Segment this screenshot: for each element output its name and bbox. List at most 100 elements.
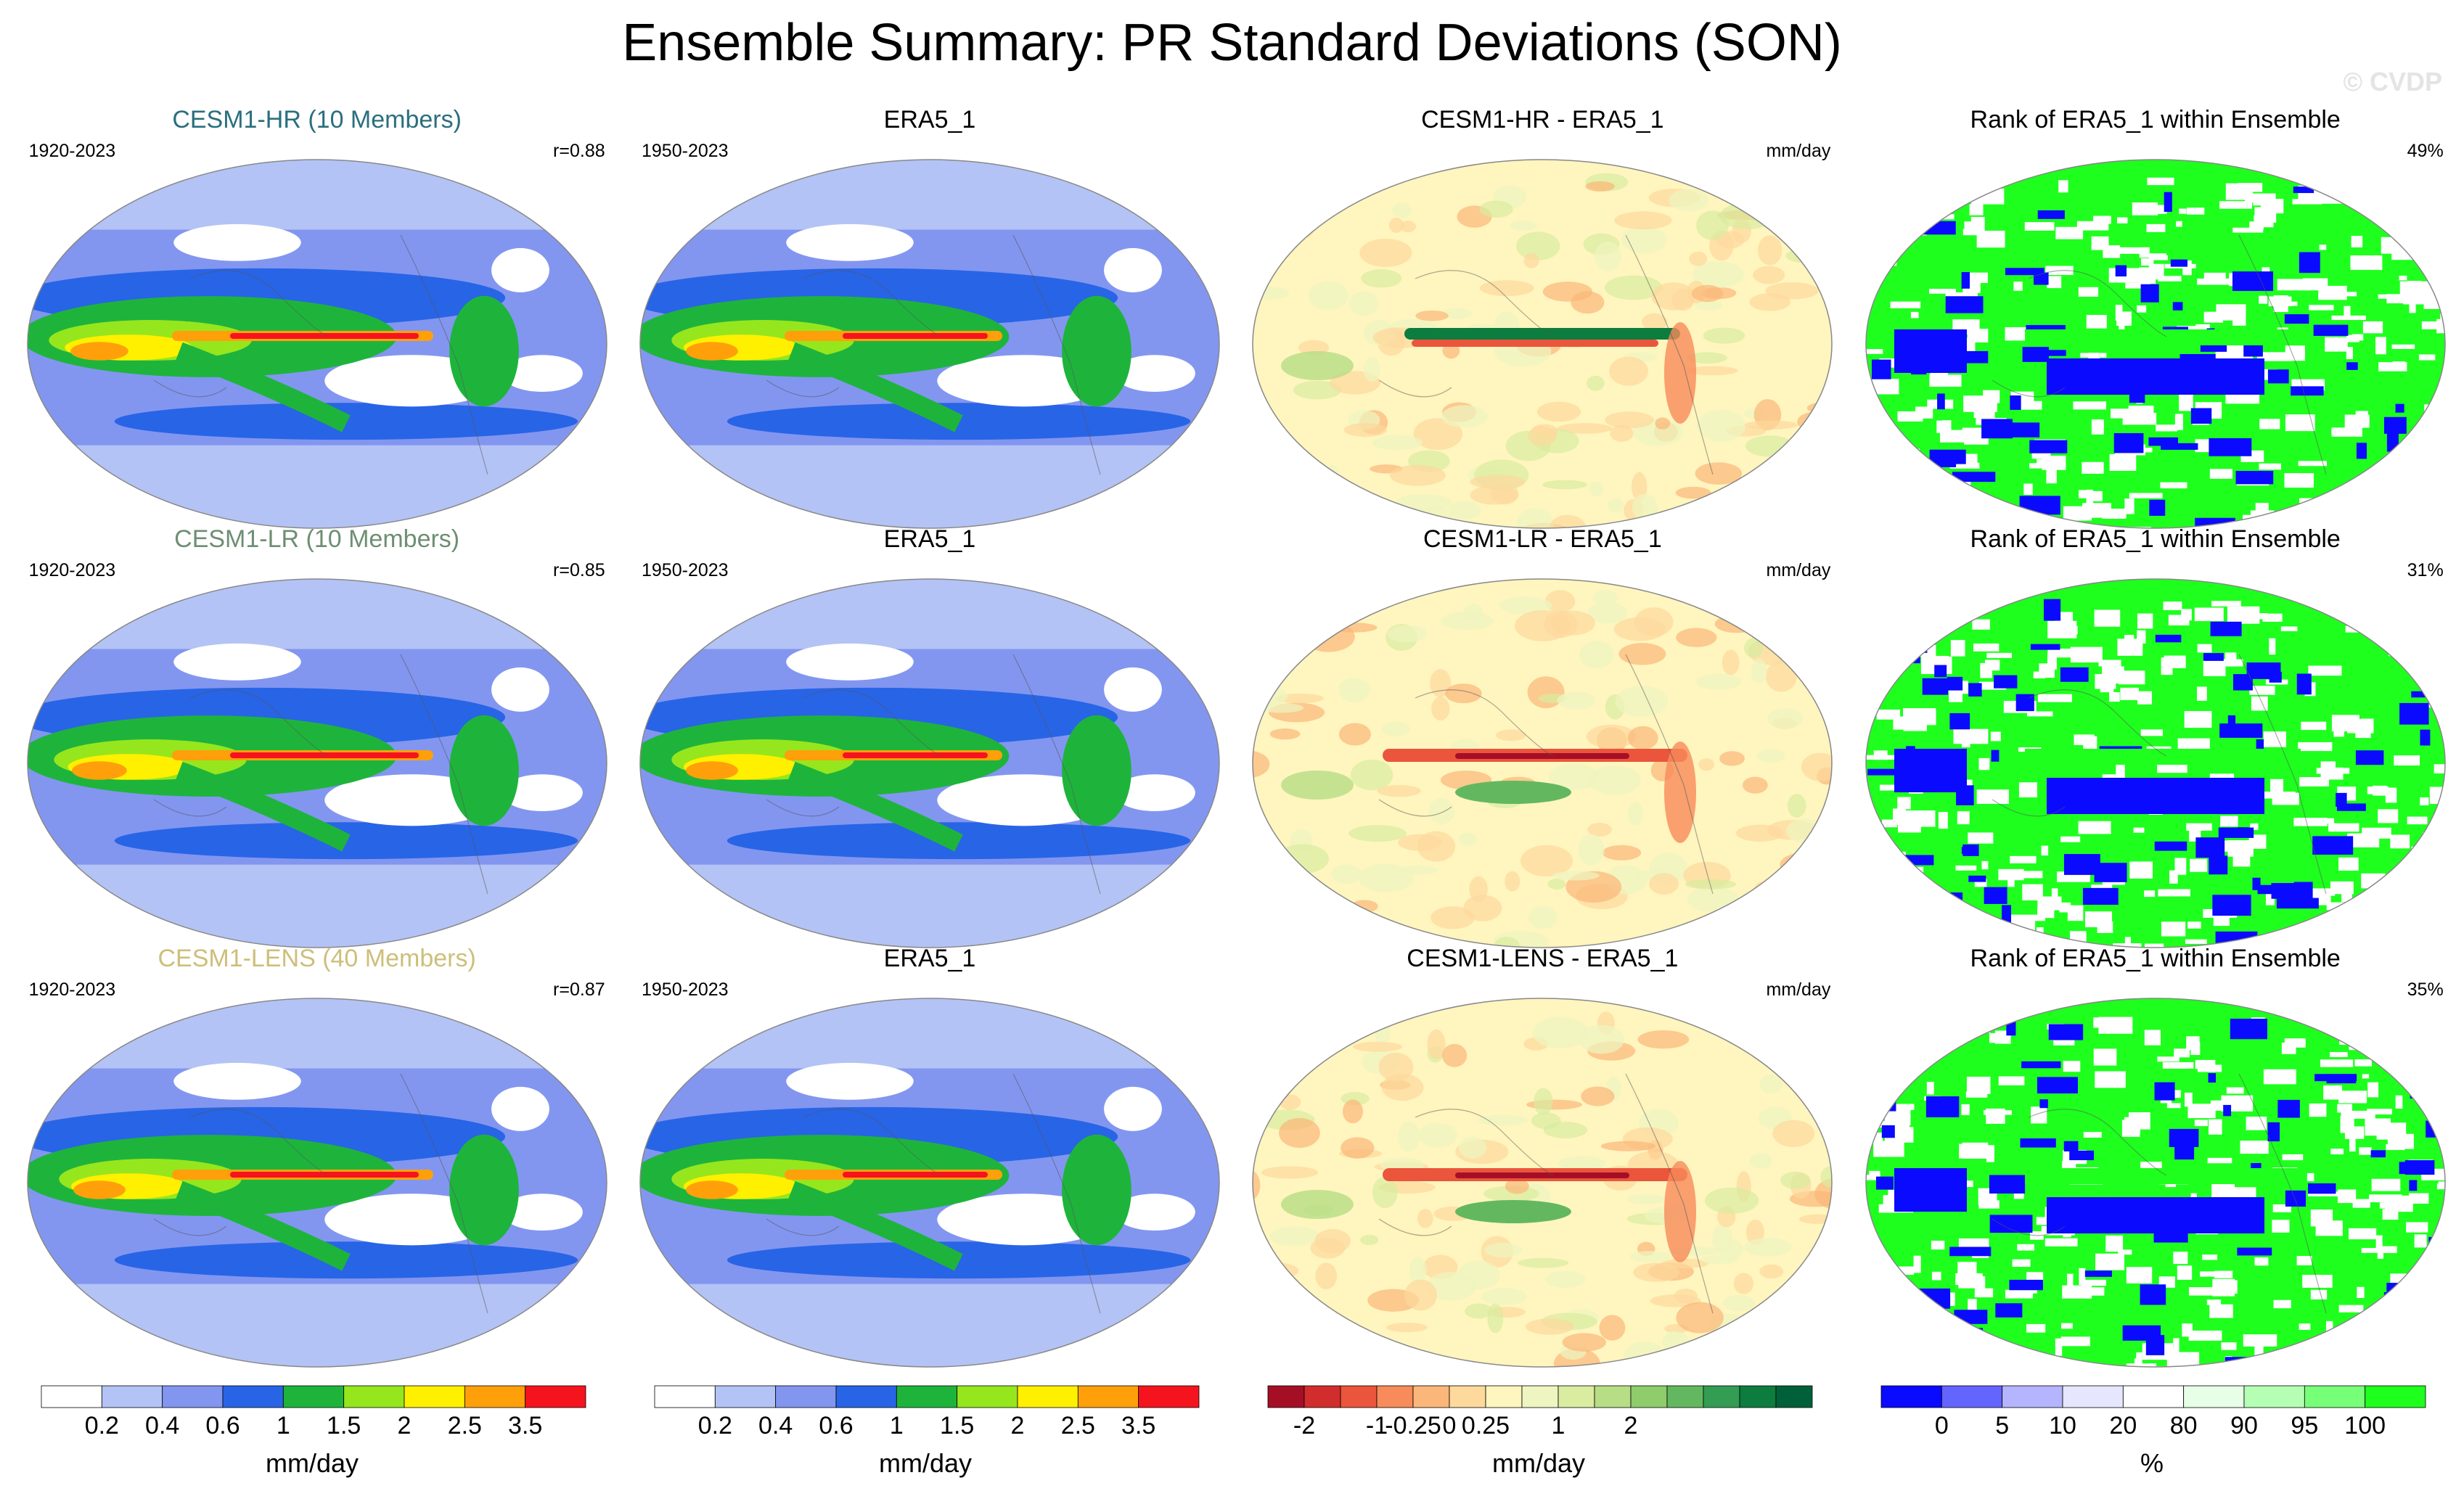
colorbar-swatch: [1666, 1385, 1704, 1408]
colorbar-swatch: [2365, 1385, 2426, 1408]
map-rank: [1865, 578, 2446, 948]
colorbar-swatch: [1449, 1385, 1486, 1408]
colorbar-tick-label: 0.25: [1462, 1412, 1510, 1439]
colorbar-3: -2 -1 -0.25 0 0.25 1 2 mm/day: [1266, 1384, 1818, 1479]
rank-percent: 49%: [2407, 141, 2444, 161]
colorbar-swatch: [1880, 1385, 1942, 1408]
colorbar-tick-label: 0.2: [698, 1412, 732, 1439]
colorbar-swatch: [1376, 1385, 1414, 1408]
colorbar-swatch: [464, 1385, 526, 1408]
panel-period: 1950-2023: [642, 979, 729, 1000]
panel-period: 1950-2023: [642, 141, 729, 161]
colorbar-swatch: [2062, 1385, 2124, 1408]
panel-title: CESM1-LR (10 Members): [174, 525, 460, 553]
map-model: [26, 578, 607, 948]
colorbar-tick-label: 0.4: [145, 1412, 179, 1439]
colorbar-swatch: [525, 1385, 586, 1408]
colorbar-swatch: [2002, 1385, 2063, 1408]
panel-period: 1920-2023: [28, 979, 116, 1000]
colorbar-swatch: [404, 1385, 465, 1408]
colorbar-tick-label: 0.4: [758, 1412, 793, 1439]
colorbar-swatch: [1703, 1385, 1740, 1408]
units-label: mm/day: [1766, 979, 1831, 1000]
colorbar-tick-label: 3.5: [508, 1412, 542, 1439]
colorbar-tick-label: 95: [2291, 1412, 2318, 1439]
colorbar-swatch: [957, 1385, 1018, 1408]
colorbar-tick-label: 1.5: [327, 1412, 361, 1439]
rank-percent: 35%: [2407, 979, 2444, 1000]
colorbar-swatch: [41, 1385, 102, 1408]
colorbar-swatch: [1340, 1385, 1378, 1408]
colorbar-units-label: mm/day: [878, 1448, 973, 1478]
colorbar-tick-label: 0.2: [85, 1412, 119, 1439]
colorbar-swatch: [714, 1385, 777, 1408]
colorbar-tick-label: 2: [398, 1412, 412, 1439]
colorbar-swatch: [775, 1385, 837, 1408]
panel-title: CESM1-HR (10 Members): [172, 106, 462, 134]
colorbar-tick-label: 100: [2344, 1412, 2386, 1439]
watermark: © CVDP: [2343, 67, 2442, 96]
colorbar-swatch: [101, 1385, 163, 1408]
colorbar-tick-label: 2: [1011, 1412, 1025, 1439]
units-label: mm/day: [1766, 141, 1831, 161]
colorbar-tick-label: -0.25: [1385, 1412, 1441, 1439]
colorbar-swatch: [896, 1385, 958, 1408]
colorbar-tick-label: 0: [1935, 1412, 1949, 1439]
colorbar-swatch: [1303, 1385, 1341, 1408]
colorbar-tick-label: 1.5: [940, 1412, 974, 1439]
colorbar-swatch: [1594, 1385, 1632, 1408]
colorbar-swatch: [343, 1385, 405, 1408]
colorbar-units-label: mm/day: [1491, 1448, 1586, 1478]
pattern-correlation: r=0.85: [553, 560, 605, 580]
colorbar-units-label: %: [2140, 1448, 2164, 1478]
panel-title: CESM1-LENS - ERA5_1: [1407, 945, 1679, 972]
colorbar-swatch: [654, 1385, 716, 1408]
colorbar-tick-label: 1: [277, 1412, 290, 1439]
colorbar-swatch: [2243, 1385, 2305, 1408]
panel-title: ERA5_1: [883, 106, 976, 134]
colorbar-swatch: [1017, 1385, 1078, 1408]
colorbar-tick-label: 0: [1443, 1412, 1457, 1439]
panel-period: 1920-2023: [28, 560, 116, 580]
colorbar-swatch: [1558, 1385, 1595, 1408]
rank-percent: 31%: [2407, 560, 2444, 580]
colorbar-tick-label: 80: [2170, 1412, 2198, 1439]
colorbar-tick-label: -1: [1366, 1412, 1388, 1439]
colorbar-swatch: [1138, 1385, 1200, 1408]
colorbar-tick-label: 2.5: [1061, 1412, 1095, 1439]
panel-period: 1920-2023: [28, 141, 116, 161]
colorbar-tick-label: 2: [1624, 1412, 1638, 1439]
colorbar-swatches: -2 -1-0.25 0 0.25 1 2: [1267, 1385, 1813, 1439]
map-diff: [1252, 578, 1833, 948]
colorbar-swatches: 0.2 0.4 0.6 1 1.5 2 2.5 3.5: [654, 1385, 1200, 1439]
colorbar-tick-label: 2.5: [448, 1412, 482, 1439]
colorbar-swatch: [1941, 1385, 2003, 1408]
colorbar-swatch: [1267, 1385, 1305, 1408]
colorbar-swatch: [2122, 1385, 2185, 1408]
panel-title: Rank of ERA5_1 within Ensemble: [1970, 106, 2341, 134]
colorbar-tick-label: 90: [2230, 1412, 2258, 1439]
colorbar-swatch: [162, 1385, 224, 1408]
colorbar-units-label: mm/day: [265, 1448, 359, 1478]
panel-title: CESM1-LENS (40 Members): [157, 945, 476, 972]
colorbar-2: 0.2 0.4 0.6 1 1.5 2 2.5 3.5 mm/day: [653, 1384, 1205, 1479]
units-label: mm/day: [1766, 560, 1831, 580]
page-title: Ensemble Summary: PR Standard Deviations…: [622, 14, 1842, 72]
map-obs: [639, 159, 1220, 529]
colorbar-tick-label: 5: [1995, 1412, 2009, 1439]
colorbar-swatch: [222, 1385, 284, 1408]
colorbar-swatch: [2304, 1385, 2366, 1408]
colorbar-swatch: [1630, 1385, 1668, 1408]
colorbar-swatch: [1077, 1385, 1139, 1408]
panel-title: ERA5_1: [883, 945, 976, 972]
map-diff: [1252, 998, 1833, 1368]
colorbar-swatches: 0.2 0.4 0.6 1 1.5 2 2.5 3.5: [41, 1385, 586, 1439]
colorbar-tick-label: -2: [1293, 1412, 1315, 1439]
pattern-correlation: r=0.87: [553, 979, 605, 1000]
colorbar-swatch: [1412, 1385, 1450, 1408]
panel-title: CESM1-HR - ERA5_1: [1421, 106, 1664, 134]
panel-title: Rank of ERA5_1 within Ensemble: [1970, 525, 2341, 553]
pattern-correlation: r=0.88: [553, 141, 605, 161]
colorbar-tick-label: 10: [2049, 1412, 2076, 1439]
panel-title: Rank of ERA5_1 within Ensemble: [1970, 945, 2341, 972]
